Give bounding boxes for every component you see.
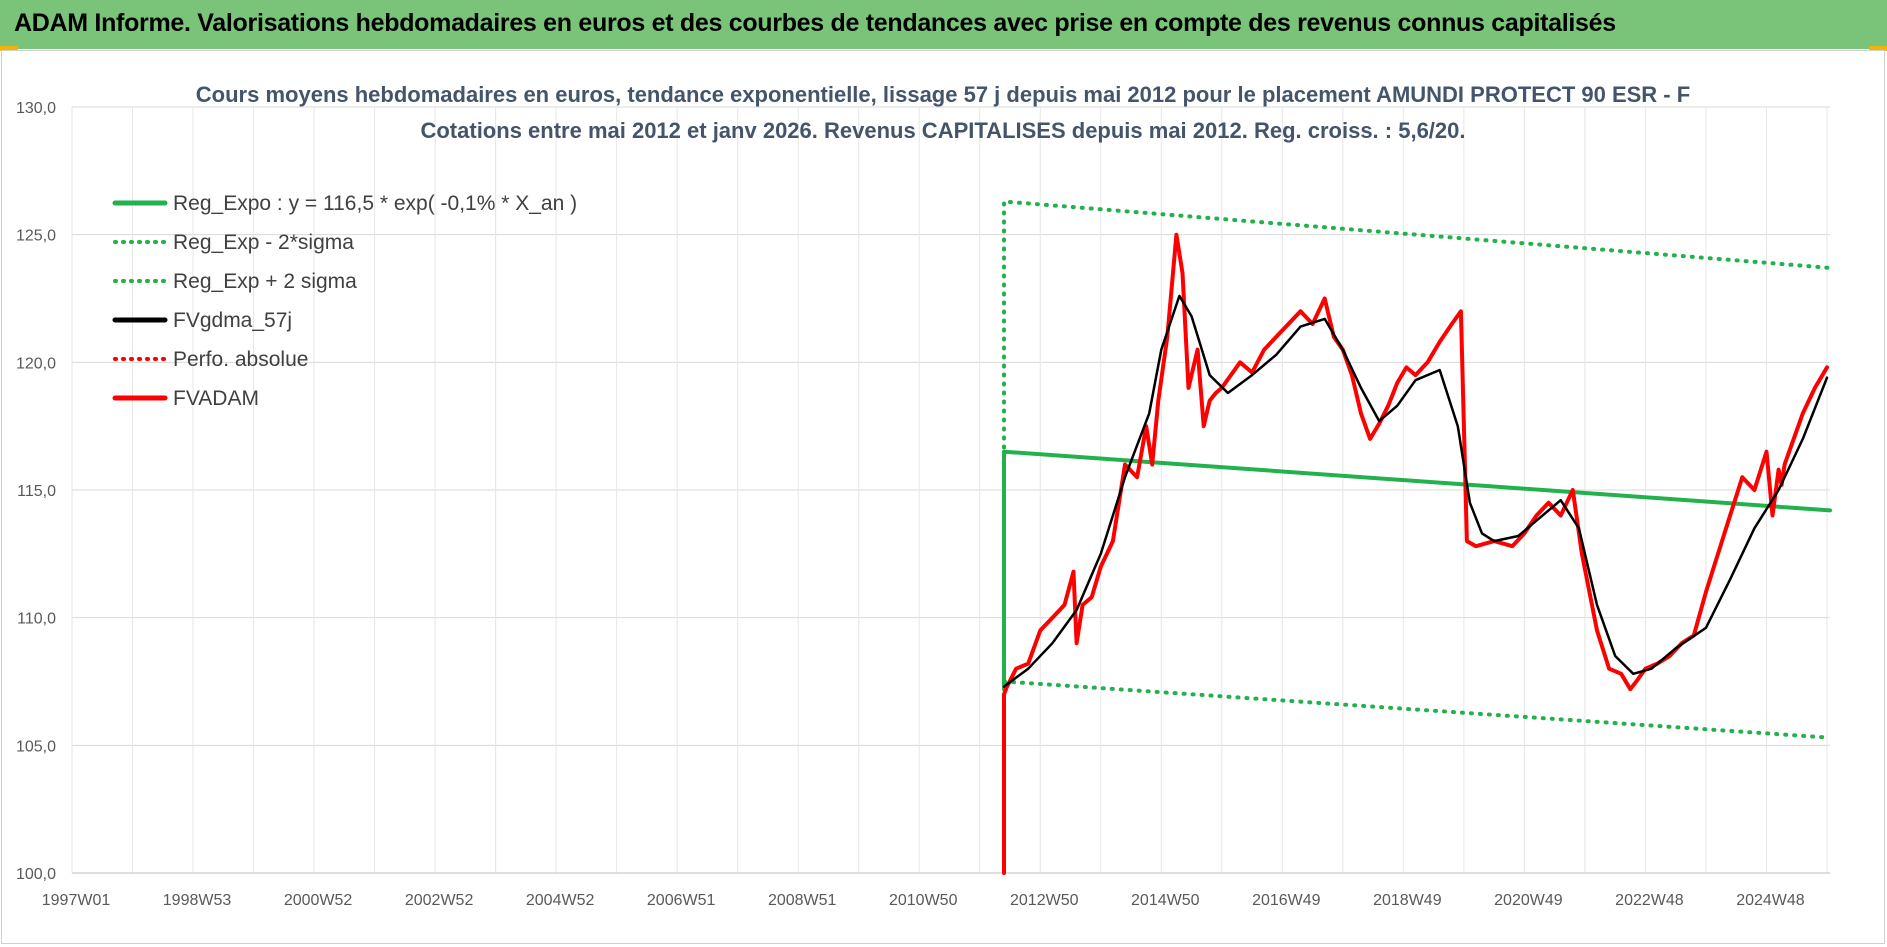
x-tick-label: 2004W52	[526, 892, 595, 909]
chart-axes: 100,0 105,0 110,0 115,0 120,0 125,0 130,0 1997W…	[16, 100, 1830, 909]
legend-label: Reg_Expo : y = 116,5 * exp( -0,1% * X_an…	[173, 192, 577, 215]
x-tick-label: 2010W50	[889, 892, 958, 909]
legend-label: Reg_Exp - 2*sigma	[173, 231, 354, 254]
report-title: ADAM Informe. Valorisations hebdomadaire…	[14, 9, 1616, 37]
x-tick-label: 1998W53	[163, 892, 232, 909]
legend-label: FVgdma_57j	[173, 309, 292, 332]
x-tick-label: 2008W51	[768, 892, 837, 909]
report-banner: ADAM Informe. Valorisations hebdomadaire…	[0, 0, 1887, 51]
x-tick-label: 2022W48	[1615, 892, 1684, 909]
y-tick-label: 105,0	[16, 738, 56, 755]
legend-label: Perfo. absolue	[173, 348, 308, 371]
x-tick-label: 2014W50	[1131, 892, 1200, 909]
y-tick-label: 120,0	[16, 355, 56, 372]
chart-legend: Reg_Expo : y = 116,5 * exp( -0,1% * X_an…	[112, 192, 577, 410]
series-line-1	[1002, 679, 1832, 740]
y-tick-label: 100,0	[16, 866, 56, 883]
x-tick-label: 2006W51	[647, 892, 716, 909]
x-tick-label: 2002W52	[405, 892, 474, 909]
legend-label: FVADAM	[173, 387, 259, 410]
legend-label: Reg_Exp + 2 sigma	[173, 270, 357, 293]
series-line-3	[1002, 294, 1829, 688]
x-tick-label: 2012W50	[1010, 892, 1079, 909]
y-tick-label: 115,0	[17, 483, 56, 500]
x-tick-label: 2018W49	[1373, 892, 1442, 909]
series-line-5	[1002, 232, 1829, 875]
banner-corner-right	[1869, 46, 1887, 51]
x-tick-label: 2000W52	[284, 892, 353, 909]
chart-title: Cours moyens hebdomadaires en euros, ten…	[196, 82, 1690, 107]
series-line-2	[1002, 199, 1832, 684]
chart-frame	[1, 50, 1885, 944]
x-tick-label: 2020W49	[1494, 892, 1563, 909]
chart-subtitle: Cotations entre mai 2012 et janv 2026. R…	[420, 118, 1465, 143]
x-tick-label: 2016W49	[1252, 892, 1321, 909]
y-tick-label: 130,0	[16, 100, 56, 117]
chart-series	[1002, 199, 1832, 875]
y-tick-label: 125,0	[16, 228, 56, 245]
y-tick-label: 110,0	[17, 611, 56, 628]
x-tick-label: 1997W01	[42, 892, 111, 909]
banner-corner-left	[0, 46, 18, 51]
x-tick-label: 2024W48	[1736, 892, 1805, 909]
